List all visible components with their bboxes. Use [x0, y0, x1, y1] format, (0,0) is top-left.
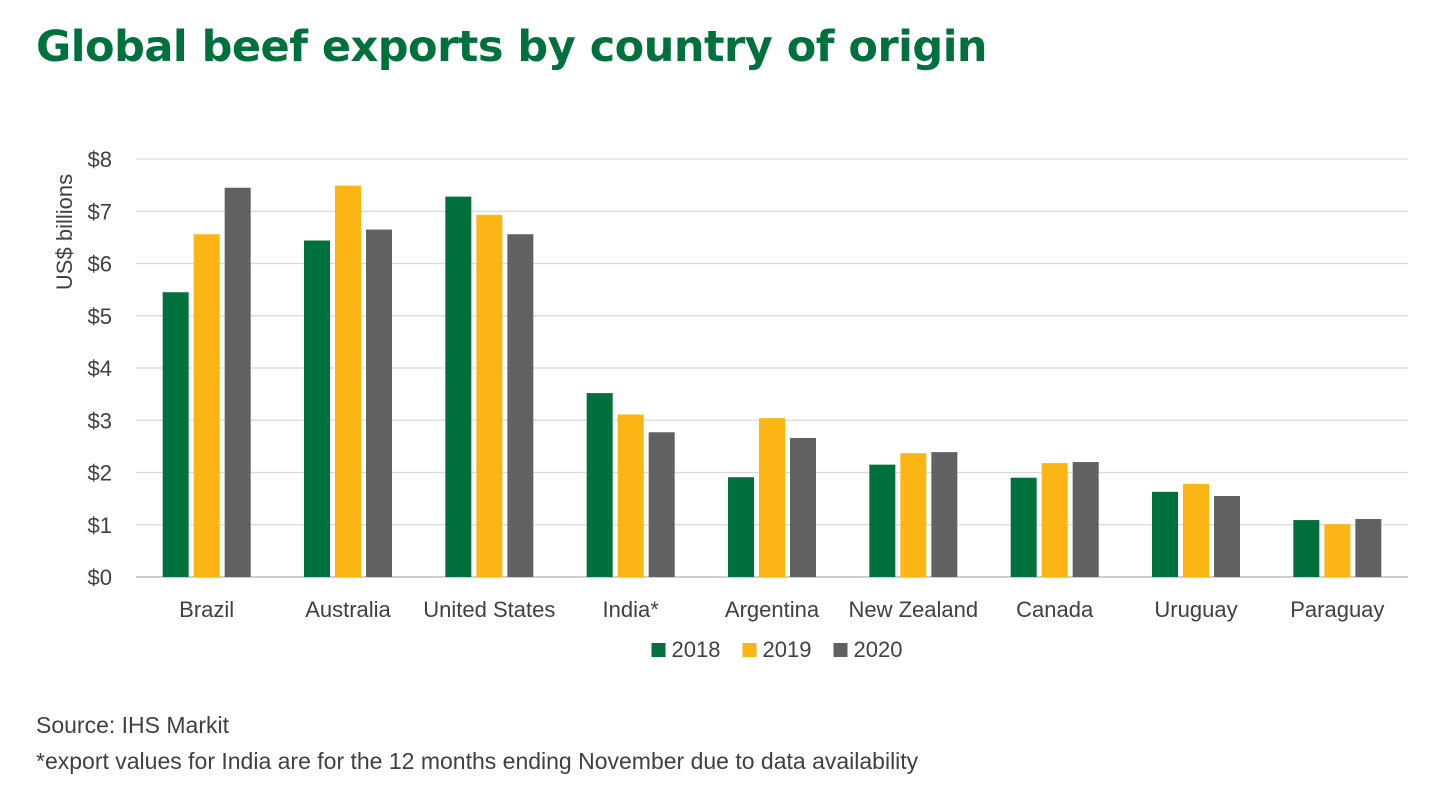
x-tick-label: Uruguay	[1154, 597, 1237, 622]
x-tick-label: Paraguay	[1290, 597, 1384, 622]
y-axis-label: US$ billions	[52, 174, 77, 290]
y-tick-label: $2	[88, 461, 112, 486]
bar-2019	[617, 414, 644, 577]
legend-label: 2018	[672, 637, 721, 662]
bar-2020	[790, 438, 816, 577]
bar-chart: $0 $1 $2 $3 $4 $5 $6 $7 $8 US$ billions Brazil Au…	[52, 147, 1408, 662]
y-tick-label: $6	[88, 252, 112, 277]
bar-2019	[476, 214, 503, 577]
legend-swatch-2019	[742, 643, 757, 657]
bar-2019	[193, 234, 220, 578]
legend: 2018 2019 2020	[651, 637, 903, 662]
bar-2018	[728, 477, 754, 577]
bar-2020	[366, 229, 392, 577]
legend-label: 2019	[763, 637, 812, 662]
y-tick-label: $5	[88, 304, 112, 329]
y-tick-label: $7	[88, 199, 112, 224]
y-tick-label: $8	[88, 147, 112, 172]
bar-2020	[648, 432, 675, 577]
bar-2019	[900, 453, 927, 577]
bar-2019	[1183, 483, 1209, 577]
x-tick-label: Brazil	[179, 597, 234, 622]
bar-2019	[759, 418, 785, 577]
y-tick-label: $1	[88, 513, 112, 538]
bar-2020	[1355, 519, 1382, 577]
bar-2020	[931, 452, 958, 577]
x-tick-label: Australia	[305, 597, 391, 622]
bar-2019	[1041, 463, 1068, 577]
y-tick-label: $0	[88, 565, 112, 590]
bar-2019	[1324, 524, 1351, 577]
bar-2018	[1010, 477, 1037, 577]
bar-2019	[335, 185, 361, 577]
legend-swatch-2018	[651, 643, 666, 657]
bar-2018	[1152, 491, 1178, 577]
y-tick-label: $4	[88, 356, 112, 381]
bar-2018	[869, 464, 896, 577]
india-footnote: *export values for India are for the 12 …	[36, 748, 919, 774]
bar-2020	[507, 234, 534, 578]
bar-2018	[445, 196, 472, 577]
legend-label: 2020	[854, 637, 903, 662]
x-axis: Brazil Australia United States India* Argent…	[179, 597, 1384, 622]
bar-2018	[304, 240, 330, 577]
source-note: Source: IHS Markit	[36, 712, 229, 738]
bar-2018	[586, 393, 613, 577]
x-tick-label: India*	[603, 597, 660, 622]
bar-2018	[162, 292, 189, 577]
bar-2018	[1293, 520, 1320, 577]
x-tick-label: New Zealand	[849, 597, 979, 622]
bar-2020	[224, 187, 251, 578]
x-tick-label: Argentina	[725, 597, 820, 622]
bars	[162, 185, 1382, 578]
x-tick-label: United States	[423, 597, 555, 622]
bar-2020	[1072, 462, 1099, 577]
chart-title: Global beef exports by country of origin	[36, 22, 988, 72]
x-tick-label: Canada	[1016, 597, 1094, 622]
bar-2020	[1214, 496, 1240, 577]
legend-swatch-2020	[833, 643, 848, 657]
y-tick-label: $3	[88, 408, 112, 433]
